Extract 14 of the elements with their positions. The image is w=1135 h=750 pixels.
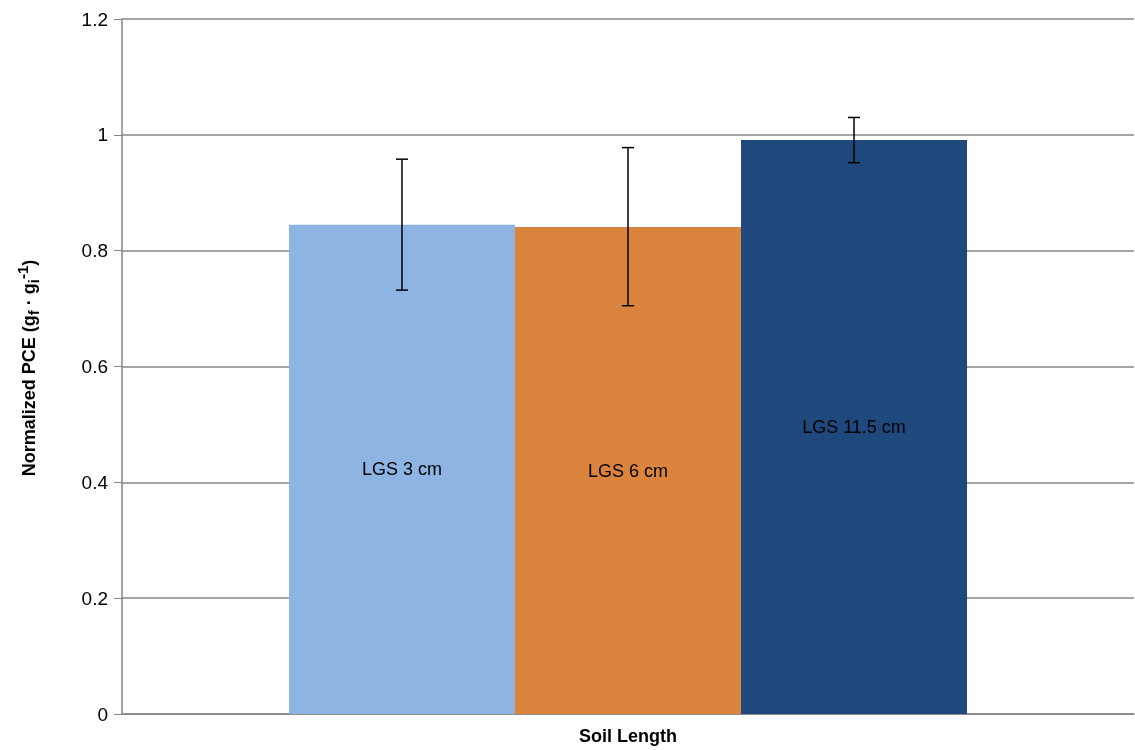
y-tick-label: 0.2	[81, 587, 108, 609]
y-tick-label: 0.6	[81, 356, 108, 378]
bar	[514, 226, 742, 715]
y-tick-label: 0.8	[81, 240, 108, 262]
x-axis-title: Soil Length	[579, 726, 677, 746]
bar	[288, 224, 515, 715]
y-tick-label: 1.2	[81, 8, 108, 30]
series-label: LGS 6 cm	[587, 460, 669, 481]
bar	[741, 140, 968, 715]
series-label: LGS 11.5 cm	[802, 417, 906, 438]
y-tick-label: 0.4	[81, 471, 109, 493]
y-tick-label: 1	[97, 124, 108, 146]
series-label: LGS 3 cm	[361, 459, 442, 480]
y-tick-label: 0	[97, 703, 108, 725]
